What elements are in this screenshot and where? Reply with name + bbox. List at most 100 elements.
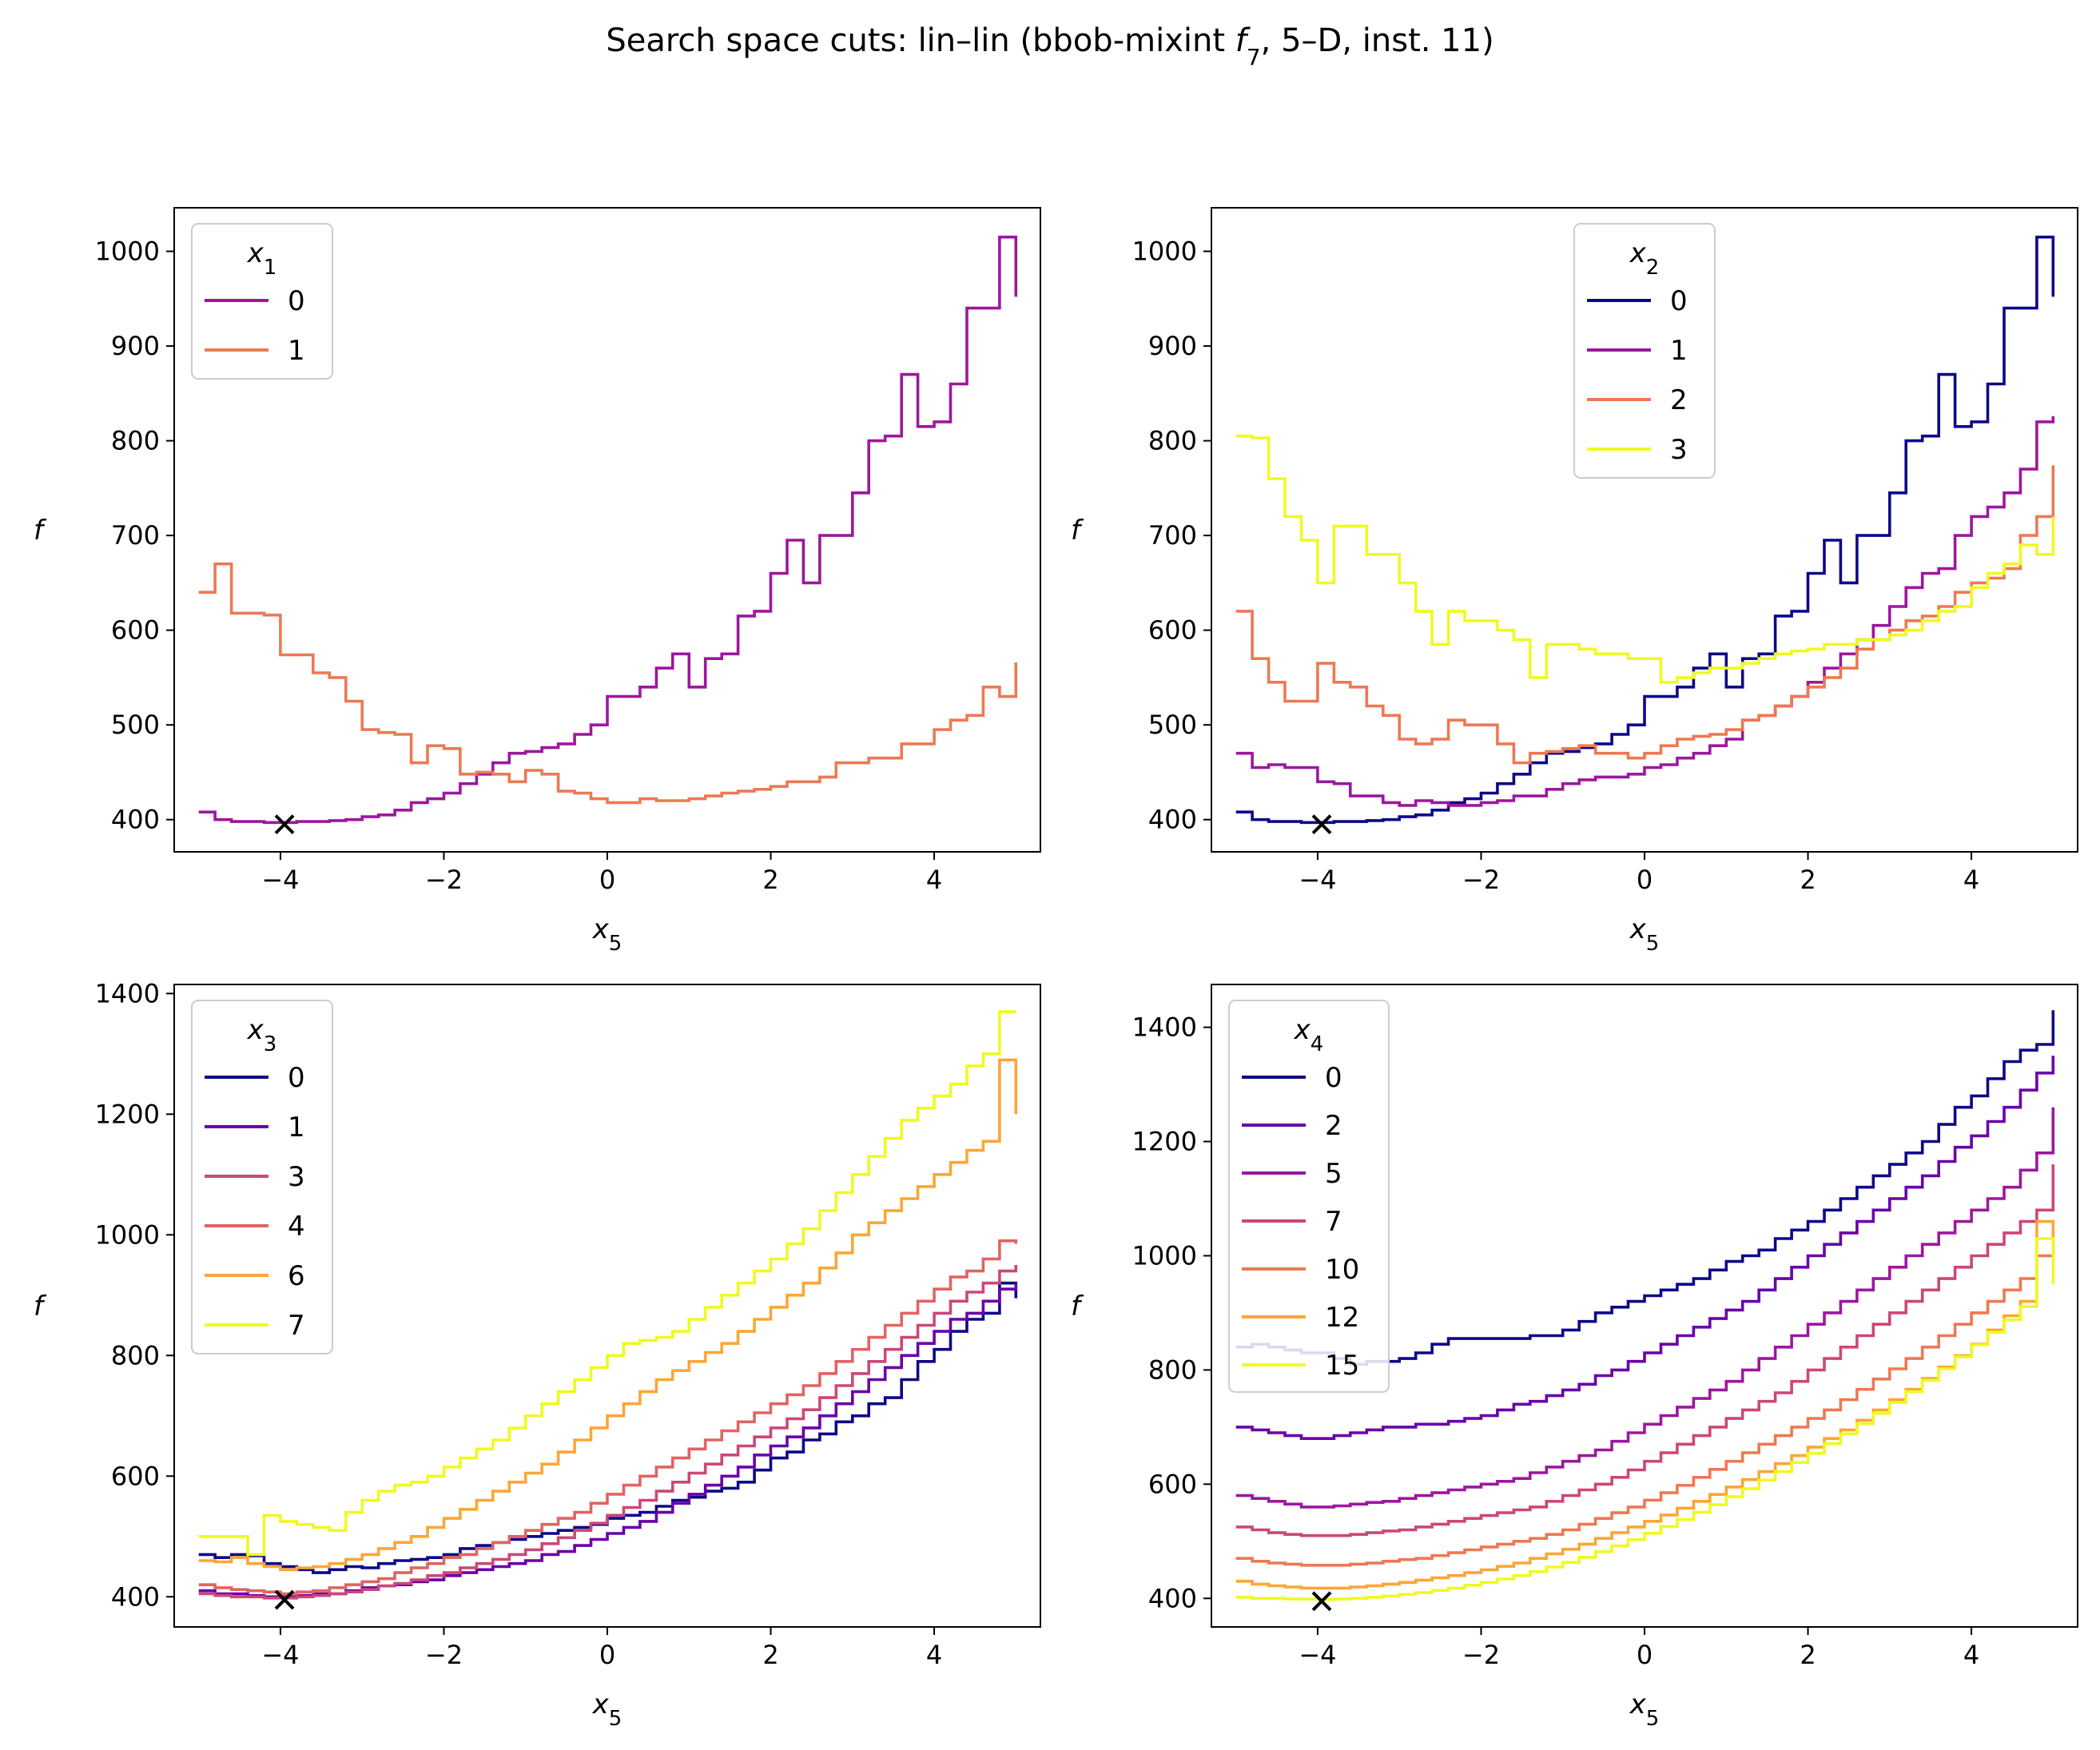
x-tick-label: 2 [762, 1640, 778, 1670]
x-tick-label: −4 [261, 1640, 299, 1670]
x-tick-label: −4 [1299, 865, 1336, 895]
legend-title: x2 [1629, 237, 1660, 280]
legend-box [1228, 1000, 1390, 1393]
x-tick-label: 4 [1963, 1640, 1979, 1670]
y-tick-label: 700 [1148, 520, 1197, 551]
subplot-3: −4 −2 0 2 4 400 600 800 1000 1200 1400 x5 f x3 0 1 3 4 6 7 [34, 978, 1041, 1731]
y-tick-label: 900 [111, 331, 160, 361]
y-tick-label: 800 [1148, 426, 1197, 456]
legend-entry-0: 0 [288, 285, 305, 317]
y-axis-label: f [34, 1291, 47, 1322]
legend: x3 0 1 3 4 6 7 [191, 1000, 333, 1354]
legend-entry-10: 10 [1325, 1254, 1359, 1286]
y-tick-label: 1000 [95, 1219, 160, 1250]
y-tick-label: 400 [1148, 1583, 1197, 1613]
x-tick-label: 0 [599, 865, 615, 895]
series-group [1235, 235, 2055, 825]
series-line-0 [1235, 235, 2055, 825]
legend-entry-3: 3 [288, 1161, 305, 1193]
y-tick-label: 500 [1148, 710, 1197, 740]
legend-entry-1: 1 [288, 1112, 305, 1143]
y-axis-label: f [1071, 515, 1084, 547]
legend-entry-15: 15 [1325, 1350, 1359, 1382]
y-axis-label: f [34, 515, 47, 547]
legend-entry-12: 12 [1325, 1302, 1359, 1334]
series-line-3 [198, 1265, 1018, 1600]
y-tick-label: 700 [111, 520, 160, 551]
series-group [198, 1010, 1018, 1600]
legend-entry-5: 5 [1325, 1158, 1342, 1190]
subplot-1: −4 −2 0 2 4 400 500 600 700 800 900 1000 x5 f x1 0 1 [34, 207, 1041, 956]
y-tick-label: 1400 [95, 978, 160, 1008]
x-tick-label: 2 [1800, 865, 1816, 895]
y-tick-label: 800 [111, 1340, 160, 1370]
y-tick-label: 1000 [95, 237, 160, 267]
subplot-2: −4 −2 0 2 4 400 500 600 700 800 900 1000 x5 f x2 0 1 2 3 [1071, 207, 2078, 956]
legend-entry-0: 0 [1325, 1062, 1342, 1094]
subplot-4: −4 −2 0 2 4400600800100012001400x5fx40257101… [1071, 984, 2078, 1731]
series-line-0 [198, 235, 1018, 825]
series-line-7 [1235, 1164, 2055, 1537]
series-line-3 [1235, 434, 2055, 684]
x-tick-label: 0 [599, 1640, 615, 1670]
y-tick-label: 600 [1148, 1469, 1197, 1499]
x-tick-label: −2 [425, 1640, 463, 1670]
x-axis-label: x5 [592, 1688, 622, 1731]
series-line-2 [1235, 1056, 2055, 1440]
x-tick-label: −4 [261, 865, 299, 895]
x-axis-label: x5 [592, 913, 622, 956]
legend-entry-0: 0 [288, 1062, 305, 1094]
y-tick-label: 900 [1148, 331, 1197, 361]
series-line-1 [1235, 416, 2055, 807]
y-tick-label: 1000 [1132, 1240, 1197, 1271]
series-group [198, 235, 1018, 825]
legend-entry-3: 3 [1670, 434, 1688, 466]
figure-suptitle: Search space cuts: lin–lin (bbob-mixint … [606, 22, 1493, 70]
legend-title: x1 [247, 237, 277, 280]
series-line-6 [198, 1058, 1018, 1572]
minimum-marker [274, 814, 295, 835]
y-tick-label: 600 [1148, 615, 1197, 646]
x-tick-label: 4 [1963, 865, 1979, 895]
x-tick-label: 0 [1637, 865, 1653, 895]
y-tick-label: 1200 [95, 1099, 160, 1129]
x-tick-label: 2 [762, 865, 778, 895]
legend-entry-1: 1 [1670, 335, 1688, 367]
x-tick-label: 4 [926, 865, 942, 895]
y-tick-label: 500 [111, 710, 160, 740]
y-axis-label: f [1071, 1291, 1084, 1322]
legend-entry-4: 4 [288, 1211, 305, 1243]
legend: x2 0 1 2 3 [1573, 223, 1716, 479]
x-tick-label: 2 [1800, 1640, 1816, 1670]
x-tick-label: 4 [926, 1640, 942, 1670]
series-line-15 [1235, 1237, 2055, 1601]
x-tick-label: −2 [1462, 865, 1500, 895]
x-tick-label: −2 [425, 865, 463, 895]
minimum-marker [1311, 1591, 1332, 1612]
y-tick-label: 1200 [1132, 1127, 1197, 1157]
y-tick-label: 400 [111, 1581, 160, 1612]
series-line-1 [198, 562, 1018, 805]
legend-entry-2: 2 [1325, 1110, 1342, 1142]
y-tick-label: 800 [111, 426, 160, 456]
x-tick-label: −2 [1462, 1640, 1500, 1670]
series-line-2 [1235, 465, 2055, 765]
legend: x40 2 5 7 10 12 15 [1228, 1000, 1390, 1393]
legend-entry-0: 0 [1670, 285, 1688, 317]
minimum-marker [1311, 814, 1332, 835]
x-tick-label: 0 [1637, 1640, 1653, 1670]
legend-title: x3 [247, 1014, 277, 1056]
minimum-marker [274, 1589, 295, 1610]
series-line-7 [198, 1010, 1016, 1557]
legend-entry-6: 6 [288, 1260, 305, 1292]
y-tick-label: 600 [111, 1461, 160, 1491]
series-line-5 [1235, 1107, 2055, 1509]
legend-title: x4 [1294, 1014, 1324, 1056]
x-axis-label: x5 [1629, 1688, 1660, 1731]
y-tick-label: 400 [111, 805, 160, 835]
legend: x1 0 1 [191, 223, 333, 380]
legend-entry-1: 1 [288, 335, 305, 367]
y-tick-label: 400 [1148, 805, 1197, 835]
series-line-10 [1235, 1227, 2055, 1567]
